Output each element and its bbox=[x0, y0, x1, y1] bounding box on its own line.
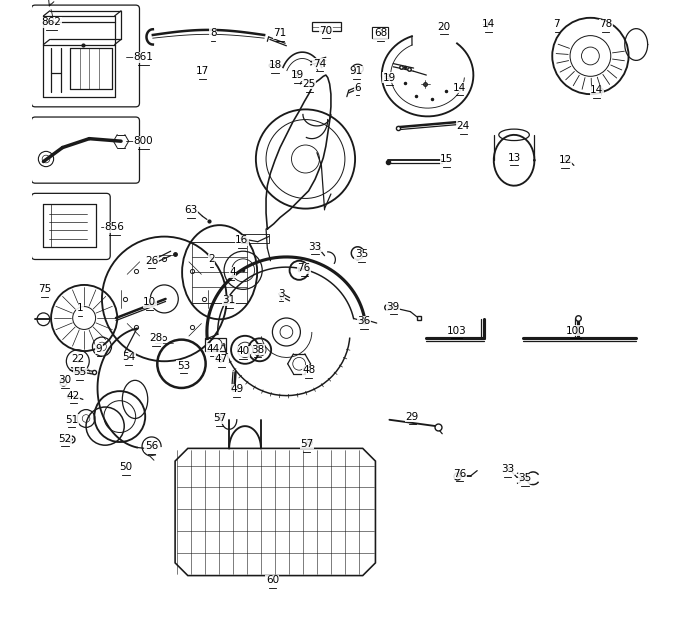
Text: 76: 76 bbox=[453, 469, 466, 479]
Text: 78: 78 bbox=[599, 19, 612, 29]
Text: 60: 60 bbox=[266, 575, 279, 585]
Text: 31: 31 bbox=[223, 295, 236, 305]
Text: 7: 7 bbox=[554, 19, 560, 29]
Text: 12: 12 bbox=[559, 155, 572, 165]
Text: 44: 44 bbox=[206, 343, 220, 354]
Text: 14: 14 bbox=[590, 85, 603, 95]
Text: 800: 800 bbox=[134, 136, 153, 146]
Text: 91: 91 bbox=[350, 66, 363, 76]
Text: 22: 22 bbox=[71, 354, 85, 364]
Text: 53: 53 bbox=[176, 361, 190, 371]
Text: 57: 57 bbox=[213, 413, 226, 424]
Text: 8: 8 bbox=[210, 28, 216, 38]
Text: 25: 25 bbox=[302, 79, 316, 89]
Text: 856: 856 bbox=[105, 222, 125, 232]
Text: 47: 47 bbox=[215, 354, 228, 364]
Text: 24: 24 bbox=[456, 121, 470, 131]
Text: 75: 75 bbox=[38, 284, 51, 294]
Text: 49: 49 bbox=[230, 384, 244, 394]
Text: 862: 862 bbox=[41, 17, 61, 27]
Text: 19: 19 bbox=[291, 70, 304, 80]
Text: 861: 861 bbox=[134, 52, 153, 62]
Text: 48: 48 bbox=[302, 365, 315, 375]
Text: 15: 15 bbox=[440, 154, 454, 164]
Text: 10: 10 bbox=[143, 297, 156, 307]
Text: 19: 19 bbox=[383, 73, 396, 83]
Text: 35: 35 bbox=[518, 473, 531, 483]
Text: 26: 26 bbox=[145, 256, 158, 266]
Text: 40: 40 bbox=[237, 346, 250, 356]
Text: 103: 103 bbox=[447, 326, 467, 336]
Text: 55: 55 bbox=[73, 367, 86, 377]
Text: 20: 20 bbox=[438, 22, 451, 32]
Text: 4: 4 bbox=[229, 267, 236, 277]
Text: 42: 42 bbox=[66, 391, 80, 401]
Text: 63: 63 bbox=[184, 205, 197, 215]
Text: 14: 14 bbox=[482, 19, 496, 29]
Text: 54: 54 bbox=[122, 352, 135, 363]
Text: 30: 30 bbox=[59, 375, 71, 385]
FancyBboxPatch shape bbox=[32, 117, 139, 183]
Text: 13: 13 bbox=[508, 153, 521, 163]
Text: 52: 52 bbox=[58, 434, 71, 444]
Text: 29: 29 bbox=[406, 411, 419, 422]
Text: 6: 6 bbox=[354, 83, 361, 93]
FancyBboxPatch shape bbox=[32, 5, 139, 107]
Text: 51: 51 bbox=[65, 415, 78, 425]
Text: 36: 36 bbox=[358, 316, 370, 326]
Text: 57: 57 bbox=[300, 439, 314, 449]
Text: 74: 74 bbox=[313, 59, 326, 69]
Text: 71: 71 bbox=[274, 28, 287, 38]
Text: 38: 38 bbox=[251, 345, 265, 355]
Text: 33: 33 bbox=[309, 242, 321, 252]
Text: 39: 39 bbox=[386, 301, 400, 312]
FancyBboxPatch shape bbox=[32, 193, 110, 259]
Text: 9: 9 bbox=[95, 343, 102, 354]
Text: 18: 18 bbox=[268, 60, 281, 70]
Text: 56: 56 bbox=[145, 441, 158, 452]
Text: 2: 2 bbox=[208, 254, 215, 265]
Text: 35: 35 bbox=[355, 249, 368, 259]
Text: 28: 28 bbox=[149, 333, 162, 343]
Text: 70: 70 bbox=[319, 25, 332, 36]
Text: 50: 50 bbox=[120, 462, 133, 473]
Text: 68: 68 bbox=[374, 28, 387, 38]
Text: 100: 100 bbox=[566, 326, 586, 336]
Text: 33: 33 bbox=[501, 464, 514, 474]
Text: 17: 17 bbox=[196, 66, 209, 76]
Text: 3: 3 bbox=[278, 289, 285, 299]
Text: 76: 76 bbox=[298, 263, 311, 273]
Text: 14: 14 bbox=[453, 83, 466, 93]
Text: 1: 1 bbox=[76, 303, 83, 314]
Text: 16: 16 bbox=[235, 235, 248, 245]
